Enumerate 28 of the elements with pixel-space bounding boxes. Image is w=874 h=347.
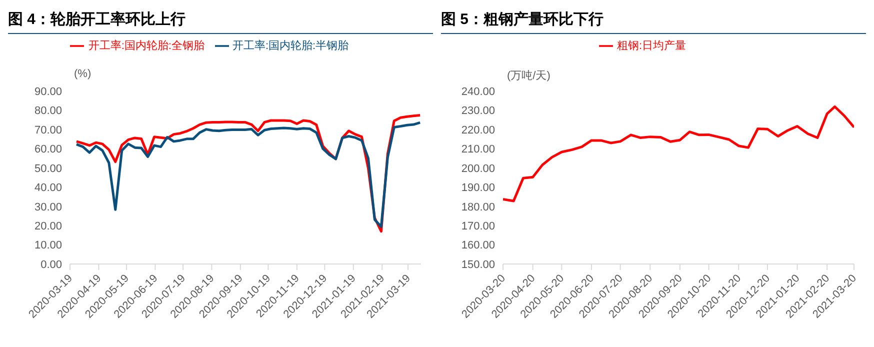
legend-label: 开工率:国内轮胎:全钢胎 <box>88 40 204 52</box>
y-tick-label: 200.00 <box>461 162 495 175</box>
y-tick-label: 190.00 <box>461 182 495 194</box>
y-tick-label: 40.00 <box>34 182 62 194</box>
y-tick-label: 50.00 <box>34 162 62 175</box>
y-tick-label: 150.00 <box>461 258 495 271</box>
y-tick-label: 30.00 <box>34 201 62 214</box>
y-tick-label: 20.00 <box>34 220 62 232</box>
legend-label: 粗钢:日均产量 <box>616 40 686 52</box>
y-tick-label: 90.00 <box>34 86 62 98</box>
chart-title: 图 5：粗钢产量环比下行 <box>441 8 866 34</box>
y-tick-label: 80.00 <box>34 105 62 118</box>
y-tick-label: 60.00 <box>34 144 62 156</box>
y-tick-label: 240.00 <box>461 86 495 98</box>
y-axis-title: (%) <box>74 68 92 80</box>
y-tick-label: 0.00 <box>40 258 62 271</box>
y-axis-title: (万吨/天) <box>507 69 550 83</box>
legend-label: 开工率:国内轮胎:半钢胎 <box>232 40 349 52</box>
y-tick-label: 160.00 <box>461 240 495 252</box>
y-tick-label: 220.00 <box>461 124 495 136</box>
y-tick-label: 210.00 <box>461 144 495 156</box>
chart-title: 图 4：轮胎开工率环比上行 <box>8 8 433 34</box>
y-tick-label: 10.00 <box>34 240 62 252</box>
y-tick-label: 70.00 <box>34 124 62 136</box>
y-tick-label: 170.00 <box>461 220 495 232</box>
y-tick-label: 230.00 <box>461 105 495 118</box>
line-series <box>503 105 854 202</box>
y-tick-label: 180.00 <box>461 201 495 214</box>
